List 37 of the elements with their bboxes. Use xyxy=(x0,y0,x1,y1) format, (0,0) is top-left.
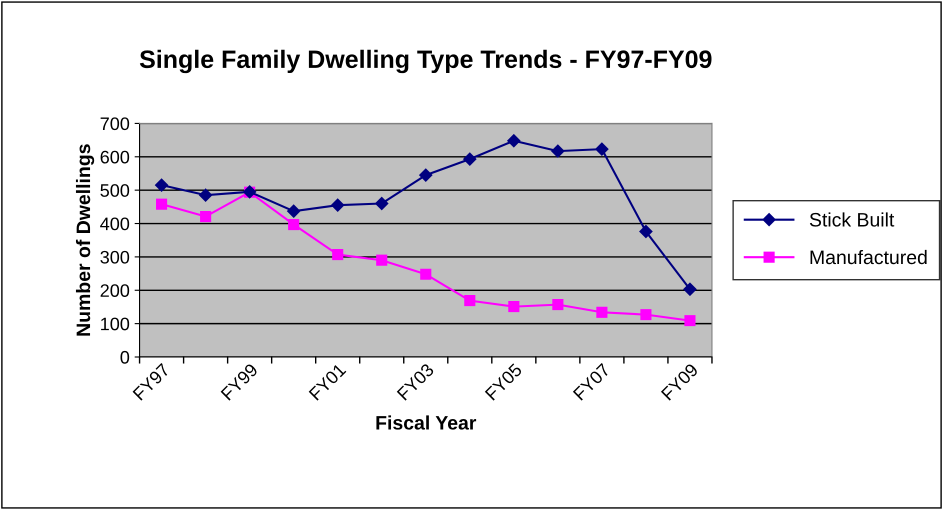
point xyxy=(332,249,344,260)
legend-label: Stick Built xyxy=(810,212,894,227)
point xyxy=(595,142,608,156)
y-tick-label: 300 xyxy=(100,250,130,264)
point xyxy=(463,152,476,166)
point xyxy=(154,178,168,192)
point xyxy=(156,198,168,210)
point xyxy=(464,295,476,306)
point xyxy=(552,299,564,310)
point xyxy=(596,306,608,318)
point xyxy=(288,218,300,230)
point xyxy=(376,254,388,266)
y-tick-label: 500 xyxy=(100,184,130,197)
y-tick-label: 400 xyxy=(100,217,130,230)
x-axis-title: Fiscal Year xyxy=(376,415,476,430)
y-tick-label: 100 xyxy=(101,318,130,330)
point xyxy=(639,224,653,238)
point xyxy=(684,315,696,326)
point xyxy=(508,301,520,312)
legend-label: Manufactured xyxy=(810,250,927,264)
y-axis-title: Number of Dwellings xyxy=(76,144,94,336)
point xyxy=(420,268,432,280)
y-tick-label: 700 xyxy=(100,117,130,130)
chart-title: Single Family Dwelling Type Trends - FY97-FY09 xyxy=(140,50,712,74)
point xyxy=(683,282,697,296)
point xyxy=(640,309,652,320)
point xyxy=(331,198,344,212)
point xyxy=(419,168,432,182)
point xyxy=(199,188,212,202)
y-tick-label: 600 xyxy=(100,150,130,164)
y-tick-label: 0 xyxy=(120,350,130,364)
point xyxy=(287,204,300,218)
point xyxy=(200,210,212,222)
y-tick-label: 200 xyxy=(100,284,130,297)
point xyxy=(507,134,520,148)
point xyxy=(551,144,564,158)
point xyxy=(375,196,388,210)
